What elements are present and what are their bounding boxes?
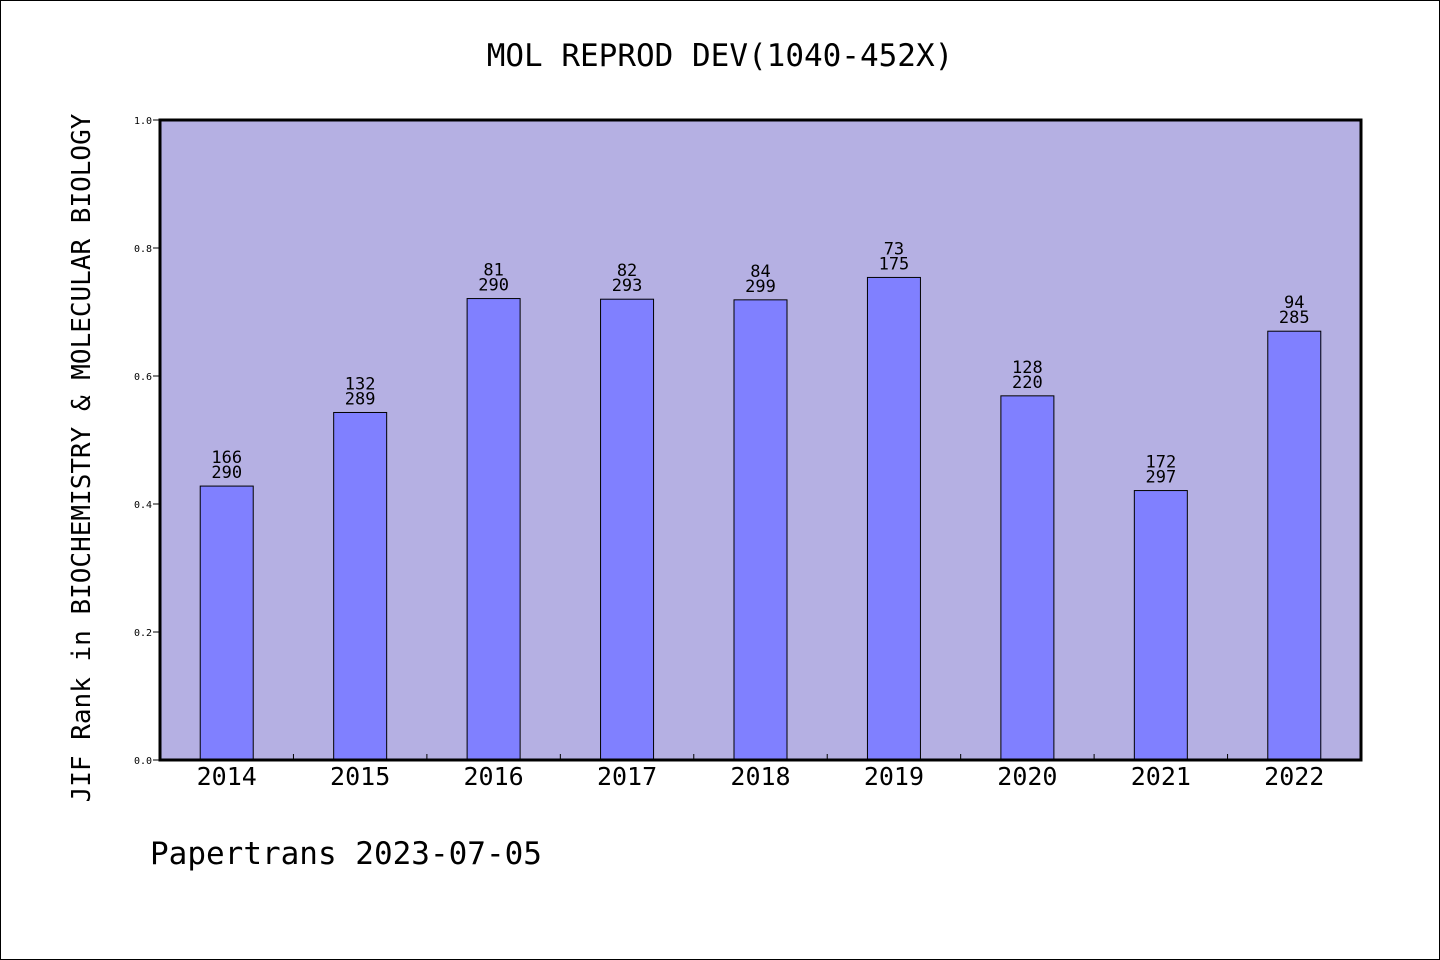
x-tick-label: 2021	[1131, 762, 1191, 791]
y-tick-label: 0.4	[134, 500, 152, 511]
bar-label-rank: 84	[750, 262, 770, 282]
y-tick-label: 0.6	[134, 372, 152, 383]
y-tick-label: 0.2	[134, 628, 152, 639]
bar-label-rank: 94	[1284, 293, 1304, 313]
plot-border	[158, 118, 1363, 762]
bar-label-total: 299	[745, 277, 776, 297]
chart-title: MOL REPROD DEV(1040-452X)	[487, 38, 954, 74]
bars-group: 1662901322898129082293842997317512822017…	[199, 239, 1322, 761]
bar-label-total: 290	[211, 463, 242, 483]
y-axis: 0.0 0.2 0.4 0.6 0.8 1.0	[134, 116, 160, 767]
bar-2016	[466, 298, 521, 761]
bar-label-rank: 73	[884, 239, 904, 259]
y-axis-label: JIF Rank in BIOCHEMISTRY & MOLECULAR BIO…	[67, 113, 97, 802]
y-tick-label: 0.0	[134, 756, 152, 767]
x-tick-label: 2015	[330, 762, 390, 791]
x-tick-label: 2019	[864, 762, 924, 791]
bar-label-rank: 82	[617, 261, 637, 281]
bar-label-rank: 166	[211, 448, 242, 468]
x-tick-label: 2014	[197, 762, 257, 791]
bar-label-total: 289	[345, 389, 376, 409]
x-tick-label: 2018	[730, 762, 790, 791]
bar-label-total: 175	[879, 254, 910, 274]
y-tick-label: 0.8	[134, 244, 152, 255]
bar-label-rank: 128	[1012, 358, 1043, 378]
bar-label-total: 285	[1279, 308, 1310, 328]
bar-label-total: 293	[612, 276, 643, 296]
bar-label-rank: 172	[1145, 453, 1176, 473]
bar-label-total: 220	[1012, 373, 1043, 393]
bar-2021	[1133, 490, 1188, 761]
bar-2020	[1000, 395, 1055, 761]
bar-2017	[600, 298, 655, 761]
bar-label-rank: 132	[345, 374, 376, 394]
bar-label-total: 297	[1145, 468, 1176, 488]
x-tick-label: 2016	[464, 762, 524, 791]
bar-2018	[733, 299, 788, 761]
bar-label-total: 290	[478, 276, 509, 296]
bar-2014	[199, 485, 254, 761]
bar-label-rank: 81	[483, 261, 503, 281]
footer-watermark: Papertrans 2023-07-05	[150, 836, 542, 872]
bar-2019	[866, 276, 921, 761]
x-tick-label: 2020	[997, 762, 1057, 791]
bar-2015	[333, 411, 388, 761]
bar-2022	[1267, 330, 1322, 761]
x-tick-label: 2022	[1264, 762, 1324, 791]
y-tick-label: 1.0	[134, 116, 152, 127]
x-tick-label: 2017	[597, 762, 657, 791]
x-axis: 2014 2015 2016 2017 2018 2019 2020 2021 2022	[197, 754, 1324, 791]
